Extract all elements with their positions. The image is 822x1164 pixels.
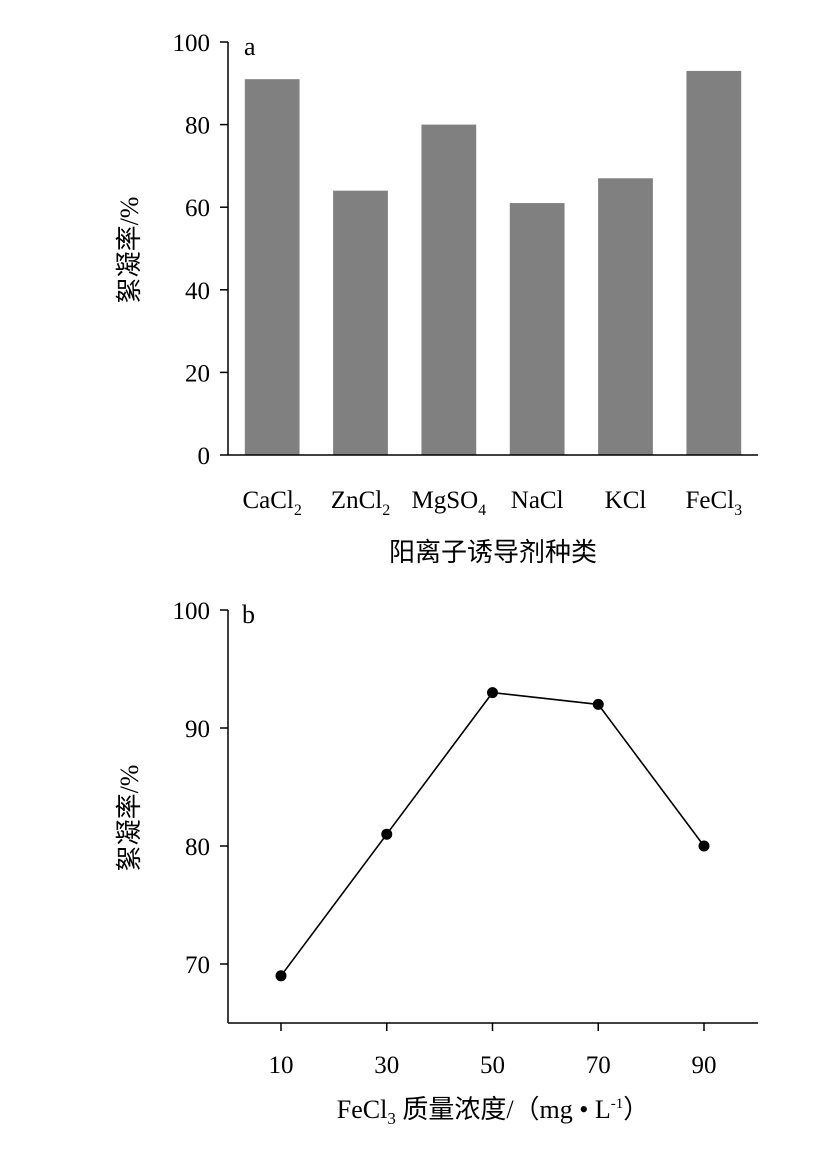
data-point (592, 698, 604, 710)
y-tick-label-a: 80 (185, 113, 210, 140)
y-tick-label-b: 90 (185, 716, 210, 743)
x-axis-label-b-suffix: ） (623, 1095, 649, 1124)
x-tick-label-a-name: ZnCl (331, 487, 382, 514)
bar (421, 124, 477, 455)
x-axis-label-b-sub: 3 (387, 1109, 396, 1128)
panel-label-a: a (244, 32, 256, 61)
x-axis-label-b: FeCl3 质量浓度/（mg • L-1） (337, 1095, 650, 1128)
y-tick-label-a: 40 (185, 278, 210, 305)
panel-label-b: b (242, 600, 255, 629)
y-axis-label-b: 絮凝率/% (115, 765, 144, 872)
bar (686, 70, 742, 455)
bar (509, 203, 565, 455)
x-tick-label-b: 70 (586, 1052, 611, 1079)
x-tick-label-b: 50 (480, 1052, 505, 1079)
x-axis-label-b-sup: -1 (611, 1096, 624, 1112)
bar (598, 178, 653, 456)
data-point (487, 687, 498, 699)
x-tick-label-a-name: KCl (605, 487, 647, 514)
y-ticks-a: 0 20 40 60 80 100 (173, 30, 228, 470)
x-tick-label-a: FeCl3 (686, 487, 743, 519)
x-tick-label-a: MgSO4 (411, 487, 486, 519)
x-tick-label-a: ZnCl2 (331, 487, 390, 519)
chart-b: 70 80 90 100 10 30 50 70 90 b 絮凝率/% FeCl3 质量浓度/… (115, 598, 758, 1128)
x-axis-label-b-prefix: FeCl (337, 1095, 388, 1124)
x-tick-label-a: CaCl2 (242, 487, 301, 519)
x-tick-label-a-name: MgSO (411, 487, 478, 514)
x-tick-label-a-sub: 2 (294, 502, 302, 519)
x-tick-label-a-name: FeCl (686, 487, 735, 514)
bar (244, 79, 300, 456)
x-tick-label-b: 90 (692, 1052, 717, 1079)
x-tick-label-a-name: CaCl (242, 487, 293, 514)
y-tick-label-b: 70 (185, 952, 210, 979)
x-tick-label-a: KCl (605, 487, 647, 514)
y-tick-label-a: 60 (185, 195, 210, 222)
x-tick-labels-a: CaCl2 ZnCl2 MgSO4 NaCl KCl FeCl3 (242, 487, 742, 519)
x-axis-label-a: 阳离子诱导剂种类 (389, 538, 597, 567)
data-point (381, 828, 393, 840)
x-tick-label-a-sub: 2 (382, 502, 390, 519)
x-tick-label-a: NaCl (511, 487, 564, 514)
x-tick-label-b: 30 (374, 1052, 399, 1079)
y-axis-label-a: 絮凝率/% (115, 197, 144, 304)
data-point (275, 970, 287, 982)
x-tick-label-b: 10 (269, 1052, 294, 1079)
y-tick-label-a: 100 (173, 30, 211, 57)
y-tick-label-a: 20 (185, 360, 210, 387)
y-tick-label-b: 80 (185, 834, 210, 861)
y-tick-label-b: 100 (173, 598, 211, 625)
x-tick-label-a-sub: 3 (734, 502, 742, 519)
x-tick-label-a-sub: 4 (478, 502, 486, 519)
x-axis-label-b-mid: 质量浓度/（mg • L (396, 1095, 611, 1124)
bar-group (244, 70, 742, 456)
data-point (698, 840, 710, 852)
point-group (275, 687, 710, 982)
x-tick-label-a-name: NaCl (511, 487, 564, 514)
x-ticks-b: 10 30 50 70 90 (269, 1023, 717, 1079)
series-line (280, 691, 705, 977)
bar (333, 190, 388, 455)
y-tick-label-a: 0 (198, 443, 211, 470)
y-ticks-b: 70 80 90 100 (173, 598, 228, 979)
